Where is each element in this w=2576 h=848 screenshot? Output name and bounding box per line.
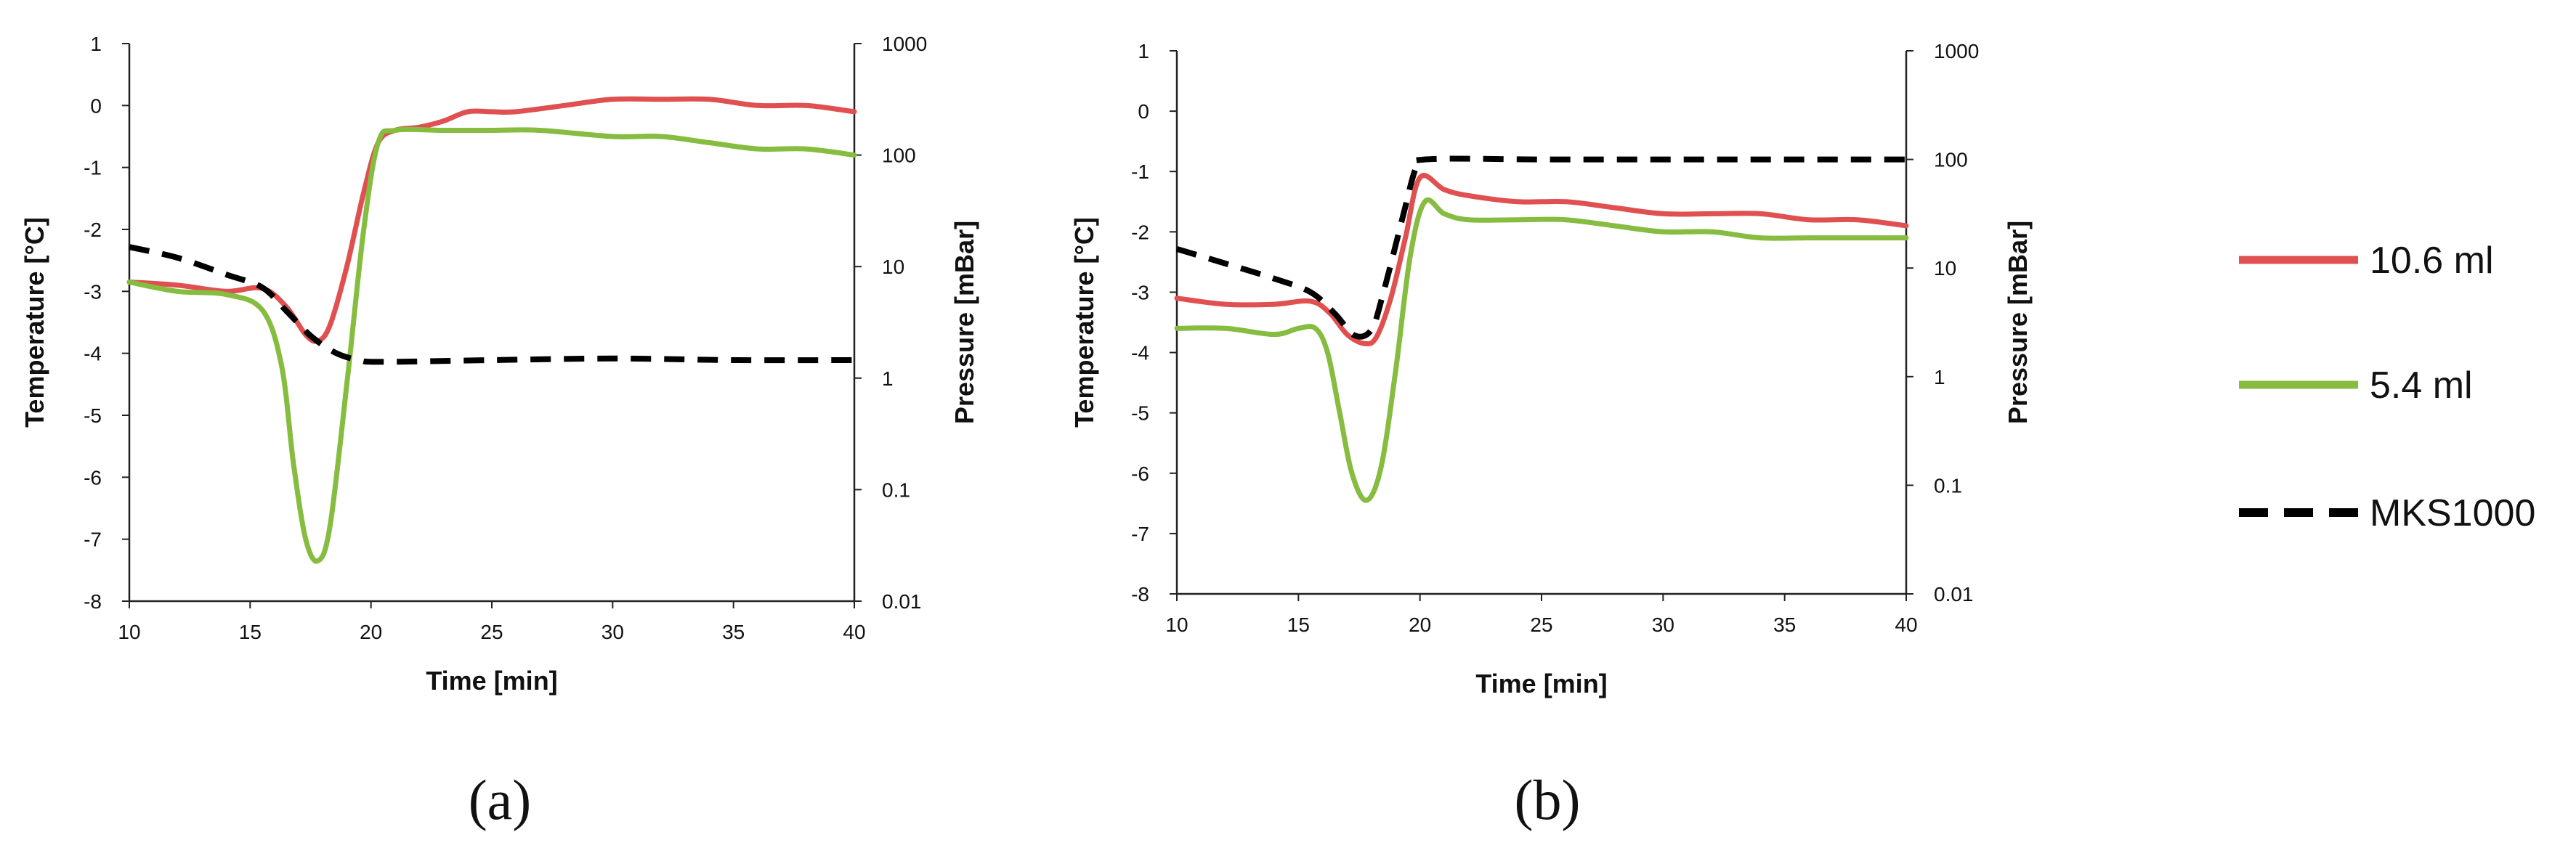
- series-line-mks1000: [129, 244, 855, 365]
- y-tick-label: -3: [84, 280, 102, 303]
- x-tick-label: 10: [118, 621, 140, 643]
- legend-label: MKS1000: [2370, 492, 2535, 534]
- x-tick-label: 20: [1409, 613, 1431, 636]
- panel-label: (b): [1515, 768, 1581, 831]
- y-tick-label: -4: [84, 343, 102, 365]
- y-tick-label: -6: [1131, 462, 1149, 485]
- x-tick-label: 20: [360, 621, 382, 643]
- y2-tick-label: 1: [1934, 366, 1945, 388]
- y2-tick-label: 1000: [882, 33, 927, 55]
- series-line-10-6-ml: [1174, 173, 1909, 347]
- y-tick-label: 1: [90, 33, 102, 55]
- y-tick-label: 0: [1138, 100, 1149, 123]
- x-tick-label: 35: [1773, 613, 1796, 636]
- y2-tick-label: 0.01: [1934, 583, 1974, 606]
- y-tick-label: -1: [84, 157, 102, 179]
- y-tick-label: -4: [1131, 342, 1149, 364]
- y2-tick-label: 0.01: [882, 590, 922, 613]
- series-line-mks1000: [1175, 155, 1906, 340]
- y-tick-label: -7: [84, 529, 102, 551]
- y2-tick-label: 10: [882, 256, 904, 278]
- y-tick-label: 0: [90, 94, 102, 117]
- legend: 10.6 ml 5.4 ml MKS1000: [2239, 240, 2535, 534]
- y-tick-label: -3: [1131, 281, 1149, 303]
- y-tick-label: -8: [84, 590, 102, 613]
- x-tick-label: 40: [1895, 613, 1917, 636]
- x-tick-label: 25: [480, 621, 503, 643]
- y-tick-label: -5: [84, 404, 102, 427]
- y-tick-label: -1: [1131, 160, 1149, 183]
- y-tick-label: -7: [1131, 523, 1149, 545]
- y2-tick-label: 100: [882, 144, 916, 167]
- y2-axis-title: Pressure [mBar]: [949, 221, 979, 424]
- x-tick-label: 30: [602, 621, 624, 643]
- series-line-5-4-ml: [1174, 197, 1909, 503]
- y2-tick-label: 100: [1934, 149, 1968, 171]
- x-axis-title: Time [min]: [426, 666, 557, 696]
- series-line-5-4-ml: [126, 126, 857, 564]
- y-tick-label: -5: [1131, 402, 1149, 425]
- y2-tick-label: 0.1: [882, 478, 910, 501]
- y-axis-title: Temperature [°C]: [1069, 217, 1099, 428]
- x-tick-label: 40: [843, 621, 865, 643]
- y-tick-label: 1: [1138, 40, 1149, 62]
- y2-tick-label: 10: [1934, 257, 1956, 280]
- x-tick-label: 10: [1165, 613, 1188, 636]
- legend-label: 5.4 ml: [2370, 364, 2473, 407]
- y-tick-label: -6: [84, 466, 102, 489]
- series-line-10-6-ml: [126, 96, 857, 344]
- x-tick-label: 25: [1530, 613, 1552, 636]
- x-tick-label: 15: [1287, 613, 1310, 636]
- y2-tick-label: 1: [882, 367, 894, 390]
- panel-label: (a): [469, 768, 532, 831]
- y-tick-label: -2: [1131, 221, 1149, 243]
- y-tick-label: -2: [84, 219, 102, 241]
- y-tick-label: -8: [1131, 583, 1149, 606]
- x-tick-label: 30: [1652, 613, 1674, 636]
- y2-tick-label: 1000: [1934, 40, 1979, 62]
- y2-axis-title: Pressure [mBar]: [2003, 221, 2033, 424]
- legend-label: 10.6 ml: [2370, 240, 2494, 282]
- x-tick-label: 35: [722, 621, 745, 643]
- y2-tick-label: 0.1: [1934, 474, 1962, 497]
- y-axis-title: Temperature [°C]: [20, 217, 49, 428]
- x-axis-title: Time [min]: [1475, 669, 1607, 698]
- x-tick-label: 15: [239, 621, 262, 643]
